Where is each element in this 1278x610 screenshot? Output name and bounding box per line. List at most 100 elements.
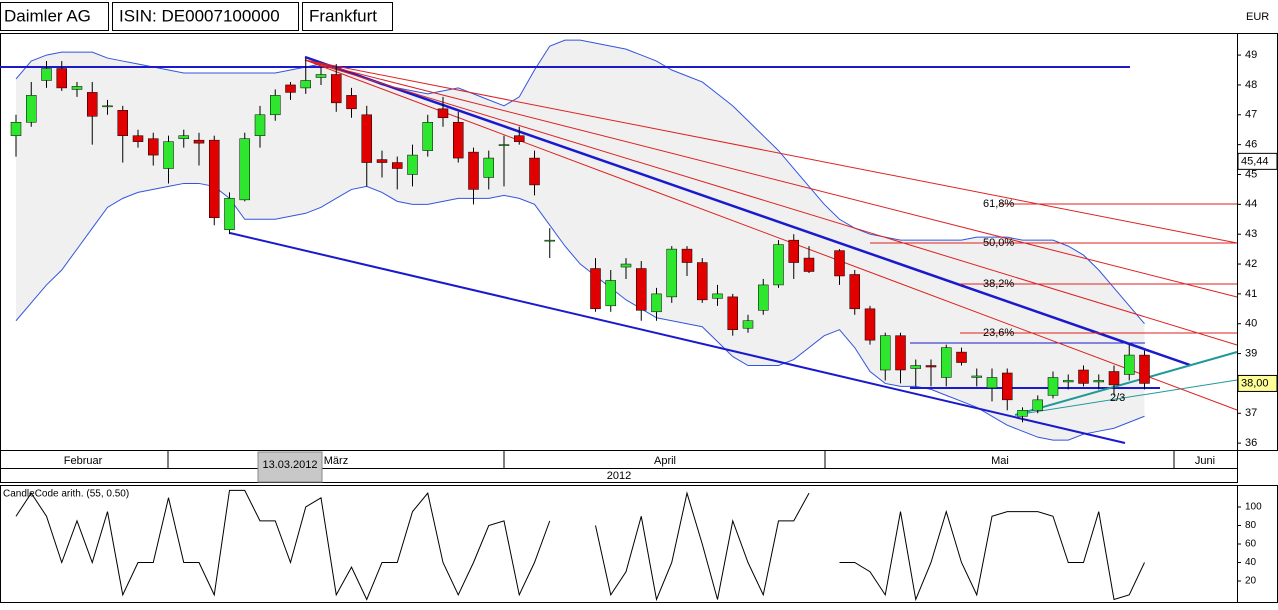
candle-body	[712, 293, 723, 299]
candle-body	[986, 377, 998, 389]
price-marker-label: 45,44	[1241, 155, 1269, 167]
candle-body	[270, 95, 281, 116]
candle-body	[376, 159, 388, 163]
month-label: März	[324, 455, 348, 467]
candle-body	[361, 114, 372, 163]
candle-body	[178, 135, 189, 139]
candle-body	[1047, 377, 1059, 396]
candle-body	[254, 114, 266, 136]
candle-body	[1139, 354, 1150, 384]
candle-body	[864, 308, 876, 341]
candle-body	[1124, 354, 1135, 375]
candle-body	[544, 239, 555, 242]
price-marker-box	[1237, 374, 1278, 392]
year-label: 2012	[607, 470, 631, 482]
selected-date: 13.03.2012	[262, 459, 317, 471]
candle-body	[331, 74, 342, 104]
candle-body	[727, 296, 738, 330]
candle-body	[910, 365, 921, 369]
candle-body	[468, 151, 479, 190]
candle-body	[1032, 399, 1043, 411]
candle-body	[697, 262, 708, 301]
fib-label: 50,0%	[983, 237, 1014, 249]
month-label: April	[654, 455, 676, 467]
selected-date-box	[257, 451, 323, 483]
candle-body	[651, 293, 662, 313]
candle-body	[56, 68, 67, 89]
candle-body	[239, 138, 250, 201]
candle-body	[315, 74, 327, 78]
y-tick-label: 40	[1245, 318, 1257, 330]
indicator-line	[15, 489, 1145, 602]
isin: ISIN: DE0007100000	[119, 6, 280, 25]
candle-body	[1078, 369, 1089, 384]
candle-body	[26, 95, 37, 123]
candle-body	[163, 141, 174, 169]
month-label: Mai	[991, 455, 1009, 467]
candle-body	[132, 135, 144, 142]
candle-body	[71, 86, 83, 90]
candle-body	[605, 280, 616, 307]
y-tick-label: 46	[1245, 139, 1257, 151]
bollinger-line	[15, 39, 1145, 325]
exchange: Frankfurt	[309, 6, 377, 25]
y-tick-label: 41	[1245, 288, 1257, 300]
candle-body	[636, 268, 647, 311]
candle-body	[1108, 371, 1120, 386]
candle-body	[620, 263, 632, 268]
header	[0, 2, 393, 31]
candle-body	[346, 95, 357, 110]
candle-body	[666, 248, 677, 298]
candle-body	[285, 84, 296, 93]
y-tick-label: 45	[1245, 168, 1257, 180]
month-label: Februar	[64, 455, 103, 467]
candle-body	[773, 244, 784, 286]
candle-body	[148, 138, 159, 156]
y-tick-label: 36	[1245, 437, 1257, 449]
candle-body	[224, 198, 235, 230]
candle-body	[483, 157, 494, 178]
candle-body	[87, 92, 98, 117]
candle-body	[41, 68, 52, 81]
fib-label: 38,2%	[983, 278, 1014, 290]
candle-body	[407, 154, 418, 175]
y-tick-label: 47	[1245, 109, 1257, 121]
candle-body	[895, 335, 906, 371]
y-tick-label: 42	[1245, 258, 1257, 270]
candle-body	[1093, 380, 1104, 383]
indicator-title: CandleCode arith. (55, 0.50)	[3, 489, 129, 500]
candle-body	[209, 139, 220, 219]
y-tick-label: 80	[1245, 520, 1257, 531]
candle-body	[1017, 410, 1028, 417]
candle-body	[956, 351, 967, 363]
fib-label: 23,6%	[983, 327, 1014, 339]
candle-body	[880, 335, 891, 371]
candle-body	[193, 139, 205, 144]
candle-body	[788, 239, 799, 263]
candle-body	[117, 110, 128, 136]
candle-body	[453, 122, 464, 159]
fib-labels: 61,8% 50,0% 38,2% 23,6% 2/3	[983, 198, 1125, 404]
candle-body	[742, 320, 754, 329]
bollinger-line	[15, 182, 1145, 441]
fib-label: 2/3	[1110, 392, 1125, 404]
candle-body	[422, 122, 433, 151]
candle-body	[102, 105, 113, 108]
candle-body	[437, 108, 449, 119]
candle-body	[971, 375, 982, 378]
y-tick-label: 40	[1245, 557, 1257, 568]
stock-name: Daimler AG	[4, 6, 91, 25]
y-tick-label: 44	[1245, 198, 1257, 210]
currency: EUR	[1246, 11, 1269, 23]
band-fill	[16, 40, 1145, 441]
price-marker-label: 38,00	[1241, 377, 1269, 389]
fib-label: 61,8%	[983, 198, 1014, 210]
month-label: Juni	[1195, 455, 1215, 467]
y-tick-label: 48	[1245, 79, 1257, 91]
candle-body	[10, 122, 22, 136]
candle-body	[803, 257, 815, 272]
candle-body	[681, 248, 693, 263]
candle-body	[590, 268, 601, 310]
candle-body	[1063, 380, 1074, 383]
